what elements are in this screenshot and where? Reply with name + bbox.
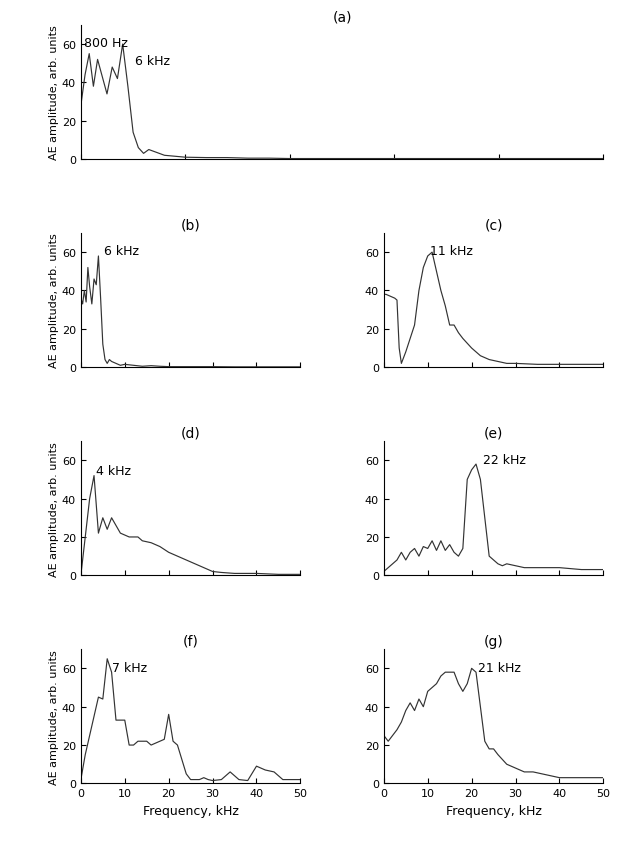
Text: 4 kHz: 4 kHz: [96, 465, 131, 478]
Y-axis label: AE amplitude, arb. units: AE amplitude, arb. units: [49, 442, 59, 576]
Text: 6 kHz: 6 kHz: [135, 54, 170, 67]
Title: (a): (a): [332, 10, 352, 25]
Y-axis label: AE amplitude, arb. units: AE amplitude, arb. units: [49, 26, 59, 160]
Text: 800 Hz: 800 Hz: [84, 37, 128, 50]
Title: (c): (c): [485, 219, 503, 232]
Text: 11 kHz: 11 kHz: [430, 245, 473, 258]
Title: (e): (e): [484, 426, 503, 440]
Y-axis label: AE amplitude, arb. units: AE amplitude, arb. units: [49, 649, 59, 784]
Title: (b): (b): [181, 219, 200, 232]
Title: (f): (f): [183, 635, 198, 648]
Y-axis label: AE amplitude, arb. units: AE amplitude, arb. units: [49, 233, 59, 368]
Text: 22 kHz: 22 kHz: [483, 453, 526, 466]
Text: 21 kHz: 21 kHz: [478, 661, 521, 674]
Title: (g): (g): [484, 635, 503, 648]
Text: 7 kHz: 7 kHz: [113, 661, 147, 674]
Text: 6 kHz: 6 kHz: [104, 245, 139, 258]
X-axis label: Frequency, kHz: Frequency, kHz: [445, 804, 542, 817]
X-axis label: Frequency, kHz: Frequency, kHz: [142, 804, 239, 817]
Title: (d): (d): [181, 426, 200, 440]
